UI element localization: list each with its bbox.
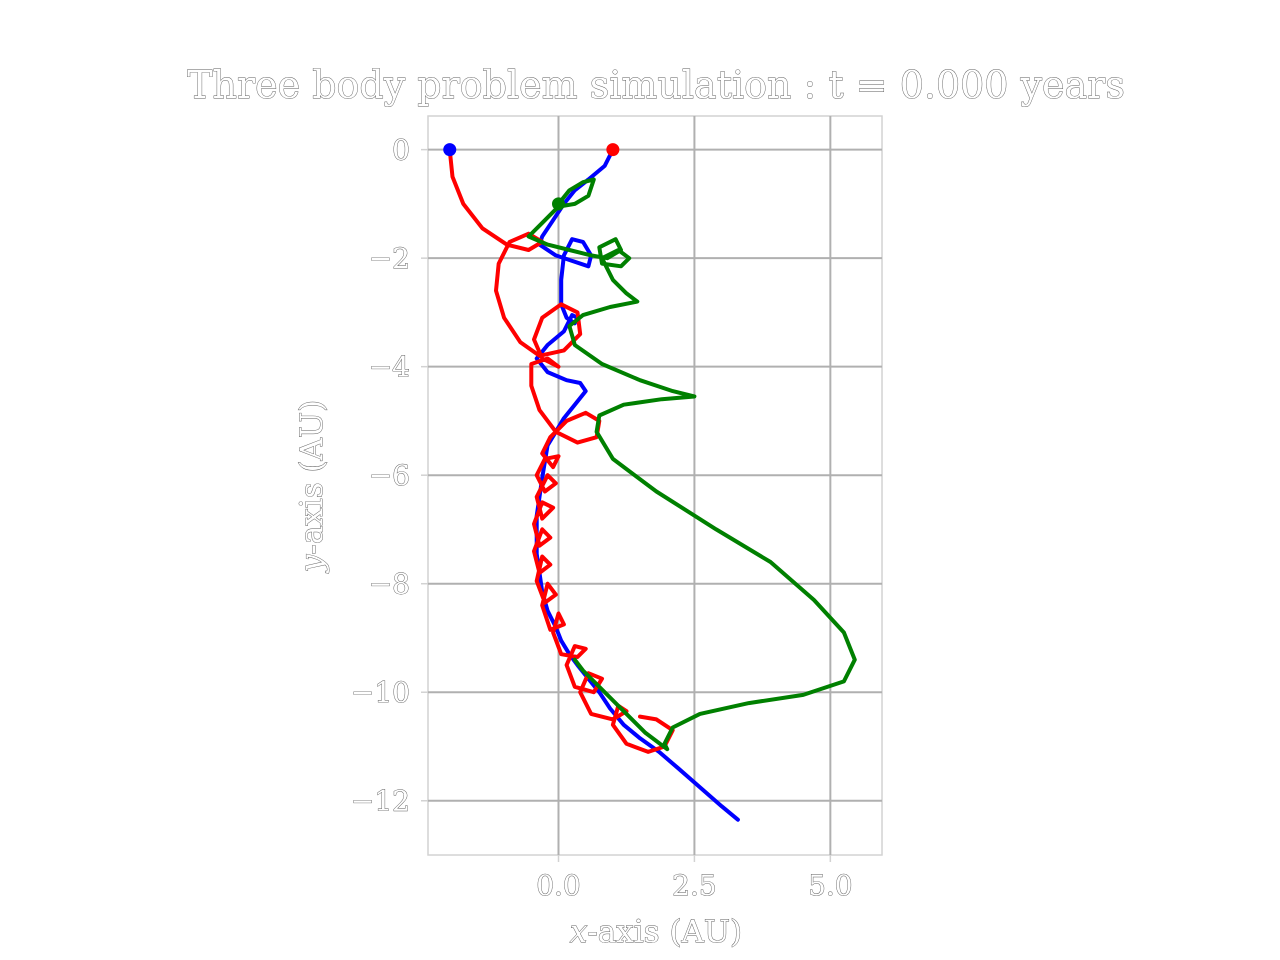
chart-title: Three body problem simulation : t = 0.00… (187, 63, 1125, 107)
body-marker-3 (551, 197, 565, 211)
series-layer (447, 147, 857, 822)
y-tick-label: −12 (351, 785, 410, 818)
axes-frame (427, 115, 883, 856)
y-tick-label: 0 (392, 134, 410, 167)
y-axis-label: y-axis (AU) (294, 400, 330, 574)
x-tick-label: 5.0 (808, 869, 853, 902)
body-marker-1 (443, 143, 457, 157)
marker-layer (443, 143, 620, 211)
plot-area: 0.0 2.5 5.0 0 −2 −4 −6 −8 −10 −12 (350, 115, 883, 902)
body-marker-2 (606, 143, 620, 157)
trajectory-line-3 (526, 177, 857, 752)
y-tick-label: −10 (351, 676, 410, 709)
ticks: 0.0 2.5 5.0 0 −2 −4 −6 −8 −10 −12 (350, 133, 853, 902)
x-axis-label: x-axis (AU) (570, 914, 742, 950)
y-tick-label: −4 (369, 351, 410, 384)
y-tick-label: −8 (369, 568, 410, 601)
x-tick-label: 0.0 (536, 869, 581, 902)
x-tick-label: 2.5 (672, 869, 717, 902)
y-tick-label: −6 (369, 459, 410, 492)
trajectory-line-2 (447, 147, 675, 754)
y-tick-label: −2 (369, 242, 410, 275)
grid (428, 116, 882, 855)
